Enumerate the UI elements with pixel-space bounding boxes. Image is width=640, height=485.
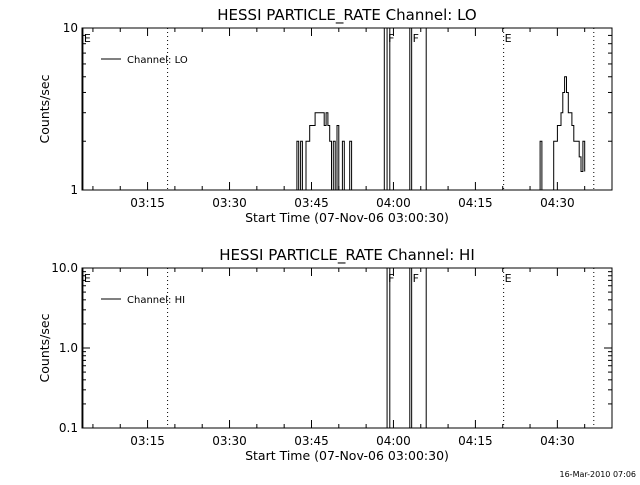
panel-2-x-axis-label: Start Time (07-Nov-06 03:00:30) — [245, 448, 449, 463]
panel-2-legend-label: Channel: HI — [127, 295, 185, 306]
panel-1-legend-label: Channel: LO — [127, 55, 188, 66]
panel-1-x-tick-label: 04:00 — [376, 196, 411, 210]
panel-2-y-axis-label: Counts/sec — [37, 313, 52, 382]
panel-1-x-tick-label: 04:15 — [458, 196, 493, 210]
panel-1-x-tick-label: 03:30 — [212, 196, 247, 210]
panel-2-x-tick-label: 04:00 — [376, 434, 411, 448]
panel-2-event-marker-label-1: E — [84, 272, 91, 285]
panel-2-x-tick-label: 03:45 — [294, 434, 329, 448]
panel-2-y-tick-label: 0.1 — [59, 421, 78, 435]
panel-1-event-marker-label-4: F — [413, 32, 419, 45]
panel-2-x-tick-label: 03:15 — [130, 434, 165, 448]
panel-1-y-tick-label: 10 — [63, 21, 78, 35]
panel-1-plot-frame — [81, 27, 613, 191]
panel-2-y-tick-label: 1.0 — [59, 341, 78, 355]
panel-1-series-line-1 — [295, 27, 586, 191]
panel-2-series-line-1 — [384, 267, 427, 429]
panel-1-y-tick-label: 1 — [70, 183, 78, 197]
panel-1-x-tick-label: 03:15 — [130, 196, 165, 210]
panel-1-x-tick-label: 03:45 — [294, 196, 329, 210]
panel-2-x-tick-label: 04:30 — [540, 434, 575, 448]
panel-2-x-tick-label: 04:15 — [458, 434, 493, 448]
panel-2-event-marker-label-4: F — [413, 272, 419, 285]
generation-timestamp: 16-Mar-2010 07:06 — [559, 470, 637, 479]
panel-2-event-marker-label-5: E — [505, 272, 512, 285]
panel-1-x-tick-label: 04:30 — [540, 196, 575, 210]
panel-2-title: HESSI PARTICLE_RATE Channel: HI — [219, 246, 475, 265]
panel-1-x-axis-label: Start Time (07-Nov-06 03:00:30) — [245, 210, 449, 225]
panel-1-event-marker-label-1: E — [84, 32, 91, 45]
panel-1-y-axis-label: Counts/sec — [37, 74, 52, 143]
panel-2-event-marker-label-3: F — [388, 272, 394, 285]
panel-1-event-marker-label-3: F — [388, 32, 394, 45]
panel-1-event-marker-label-5: E — [505, 32, 512, 45]
panel-2-plot-frame — [81, 267, 613, 429]
panel-1-title: HESSI PARTICLE_RATE Channel: LO — [217, 6, 476, 25]
panel-2-x-tick-label: 03:30 — [212, 434, 247, 448]
panel-2-y-tick-label: 10.0 — [51, 261, 78, 275]
